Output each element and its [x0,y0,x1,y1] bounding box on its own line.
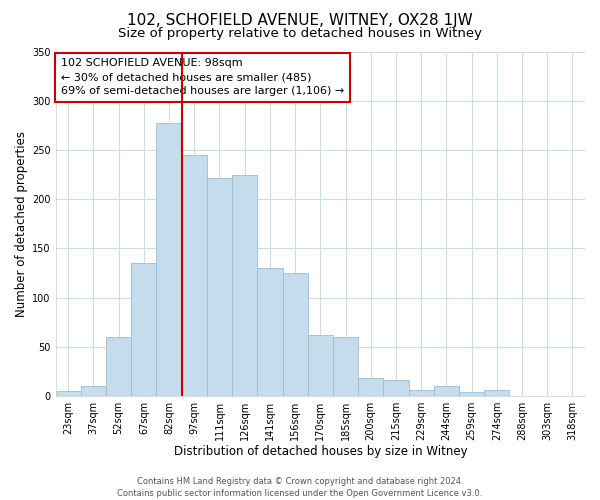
Text: 102, SCHOFIELD AVENUE, WITNEY, OX28 1JW: 102, SCHOFIELD AVENUE, WITNEY, OX28 1JW [127,12,473,28]
Bar [232,174,257,396]
Bar [106,337,131,396]
Bar [333,337,358,396]
Bar [257,268,283,396]
Bar [358,378,383,396]
Bar [409,390,434,396]
Bar [308,335,333,396]
Bar [207,178,232,396]
Bar [383,380,409,396]
Text: Size of property relative to detached houses in Witney: Size of property relative to detached ho… [118,28,482,40]
Bar [157,124,182,396]
X-axis label: Distribution of detached houses by size in Witney: Distribution of detached houses by size … [173,444,467,458]
Bar [81,386,106,396]
Bar [56,391,81,396]
Bar [484,390,509,396]
Bar [131,263,157,396]
Text: 102 SCHOFIELD AVENUE: 98sqm
← 30% of detached houses are smaller (485)
69% of se: 102 SCHOFIELD AVENUE: 98sqm ← 30% of det… [61,58,344,96]
Y-axis label: Number of detached properties: Number of detached properties [15,131,28,317]
Bar [283,273,308,396]
Bar [459,392,484,396]
Bar [434,386,459,396]
Text: Contains HM Land Registry data © Crown copyright and database right 2024.
Contai: Contains HM Land Registry data © Crown c… [118,476,482,498]
Bar [182,155,207,396]
